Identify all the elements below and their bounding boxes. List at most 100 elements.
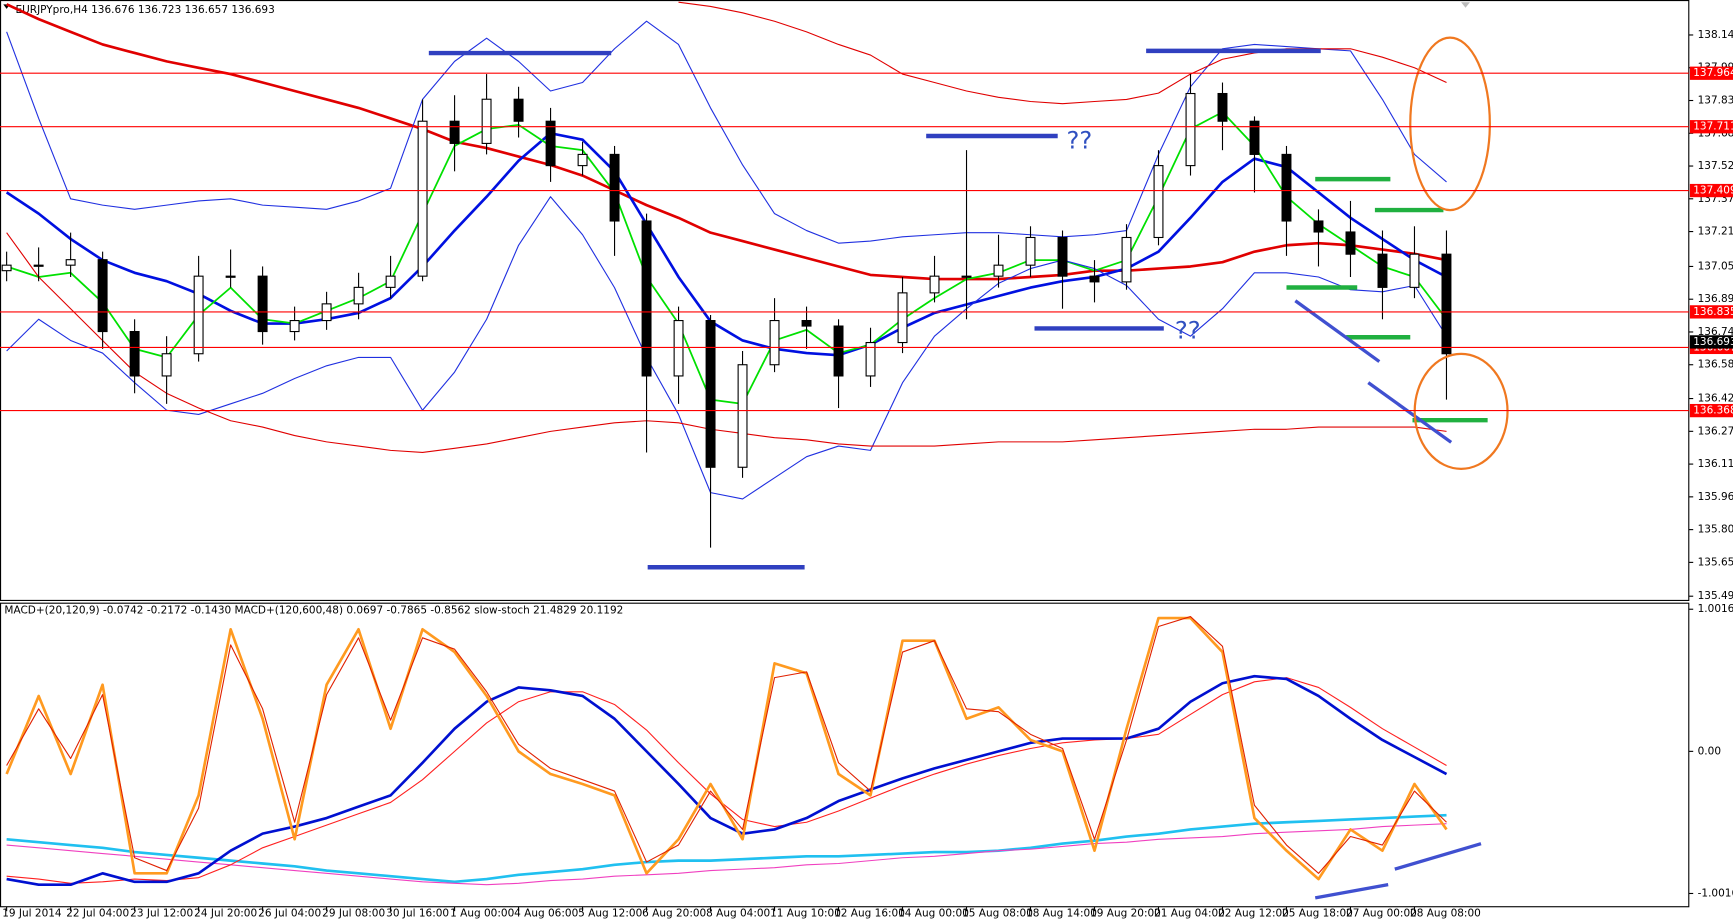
- candle-body: [769, 320, 780, 366]
- candle-body: [225, 275, 236, 278]
- candle-body: [1121, 236, 1132, 283]
- trend-line: [1294, 299, 1381, 363]
- candle-body: [1025, 236, 1036, 266]
- y-tick-label: 137.050: [1698, 260, 1733, 272]
- indicator-line: [6, 3, 1447, 281]
- indicator-line: [6, 677, 1447, 884]
- y-tick-label: 1.0016: [1698, 603, 1733, 615]
- candle-body: [289, 320, 300, 333]
- candle-body: [737, 364, 748, 468]
- indicator-panel-frame: [0, 602, 1690, 908]
- candle-body: [673, 320, 684, 377]
- indicator-panel-header: MACD+(20,120,9) -0.0742 -0.2172 -0.1430 …: [4, 604, 623, 616]
- level-label-box: [1689, 305, 1733, 319]
- candle-body: [257, 275, 268, 333]
- candle-body: [513, 98, 524, 122]
- level-label: 137.409: [1693, 185, 1733, 197]
- price-panel-frame: [0, 0, 1690, 601]
- indicator-line: [5, 131, 1448, 357]
- candle-body: [865, 341, 876, 377]
- candle-body: [801, 320, 812, 327]
- x-tick-label: 5 Aug 12:00: [578, 907, 642, 919]
- highlight-ellipse: [1409, 36, 1491, 212]
- candle-body: [1313, 220, 1324, 233]
- y-tick-label: 135.650: [1698, 556, 1733, 568]
- x-tick-label: 25 Aug 18:00: [1282, 907, 1353, 919]
- candle-body: [33, 264, 44, 267]
- candle-body: [1281, 153, 1292, 222]
- last-price-label: 136.693: [1693, 336, 1733, 348]
- x-tick-label: 27 Aug 00:00: [1346, 907, 1417, 919]
- x-tick-label: 19 Jul 2014: [2, 907, 62, 919]
- candle-body: [1089, 275, 1100, 283]
- x-tick-label: 18 Aug 14:00: [1026, 907, 1097, 919]
- y-tick-label: 136.895: [1698, 293, 1733, 305]
- y-tick-label: 138.145: [1698, 29, 1733, 41]
- level-label-box: [1689, 183, 1733, 198]
- x-tick-label: 22 Jul 04:00: [66, 907, 129, 919]
- x-tick-label: 21 Aug 04:00: [1154, 907, 1225, 919]
- x-tick-label: 29 Jul 08:00: [322, 907, 385, 919]
- y-tick-label: 0.00: [1698, 745, 1721, 757]
- y-tick-label: 137.525: [1698, 160, 1733, 172]
- y-tick-label: 136.115: [1698, 458, 1733, 470]
- y-tick-label: -1.0016: [1698, 887, 1733, 899]
- x-tick-label: 19 Aug 20:00: [1090, 907, 1161, 919]
- trend-line: [1314, 882, 1389, 900]
- level-label-box: [1689, 403, 1733, 418]
- level-label: 136.835: [1693, 306, 1733, 318]
- x-tick-label: 4 Aug 06:00: [514, 907, 578, 919]
- candle-body: [705, 320, 716, 468]
- y-tick-label: 136.425: [1698, 393, 1733, 405]
- x-tick-label: 14 Aug 00:00: [898, 907, 969, 919]
- candle-body: [833, 325, 844, 377]
- indicator-line: [6, 232, 1447, 454]
- y-tick-label: 135.805: [1698, 524, 1733, 536]
- indicator-line: [6, 813, 1447, 884]
- level-label-box: [1689, 120, 1733, 134]
- candle-body: [1377, 253, 1388, 288]
- x-tick-label: 15 Aug 08:00: [962, 907, 1033, 919]
- candle-body: [641, 220, 652, 377]
- candle-body: [161, 353, 172, 377]
- annotation: ??: [1175, 316, 1201, 345]
- indicator-line: [6, 111, 1448, 405]
- x-tick-label: 8 Aug 04:00: [706, 907, 770, 919]
- candle-body: [897, 292, 908, 344]
- indicator-line: [6, 616, 1447, 874]
- candle-body: [65, 259, 76, 266]
- candle-body: [97, 259, 108, 333]
- candle-body: [193, 275, 204, 355]
- candle-body: [961, 275, 972, 278]
- indicator-line: [6, 20, 1447, 244]
- drawings: [428, 36, 1509, 900]
- y-tick-label: 136.270: [1698, 425, 1733, 437]
- level-label: 137.711: [1693, 121, 1733, 133]
- candle-body: [1185, 92, 1196, 167]
- candle-body: [609, 153, 620, 222]
- x-tick-label: 6 Aug 20:00: [642, 907, 706, 919]
- y-tick-label: 135.960: [1698, 491, 1733, 503]
- candle-body: [449, 120, 460, 144]
- y-tick-label: 137.215: [1698, 226, 1733, 238]
- level-label-box: [1689, 66, 1733, 80]
- candle-body: [1, 264, 12, 272]
- level-label: 137.964: [1693, 67, 1733, 79]
- candle-body: [417, 120, 428, 277]
- x-tick-label: 26 Jul 04:00: [258, 907, 321, 919]
- x-tick-label: 11 Aug 10:00: [770, 907, 841, 919]
- last-price-box: [1689, 335, 1733, 349]
- trend-line: [1394, 842, 1482, 871]
- level-label: 136.368: [1693, 405, 1733, 417]
- y-tick-label: 136.585: [1698, 359, 1733, 371]
- candle-body: [577, 153, 588, 167]
- candle-body: [929, 275, 940, 294]
- candle-body: [1217, 92, 1228, 122]
- candle-body: [481, 98, 492, 144]
- x-tick-label: 12 Aug 16:00: [834, 907, 905, 919]
- indicator-line: [6, 196, 1447, 500]
- candle-body: [129, 330, 140, 377]
- candle-body: [1153, 165, 1164, 239]
